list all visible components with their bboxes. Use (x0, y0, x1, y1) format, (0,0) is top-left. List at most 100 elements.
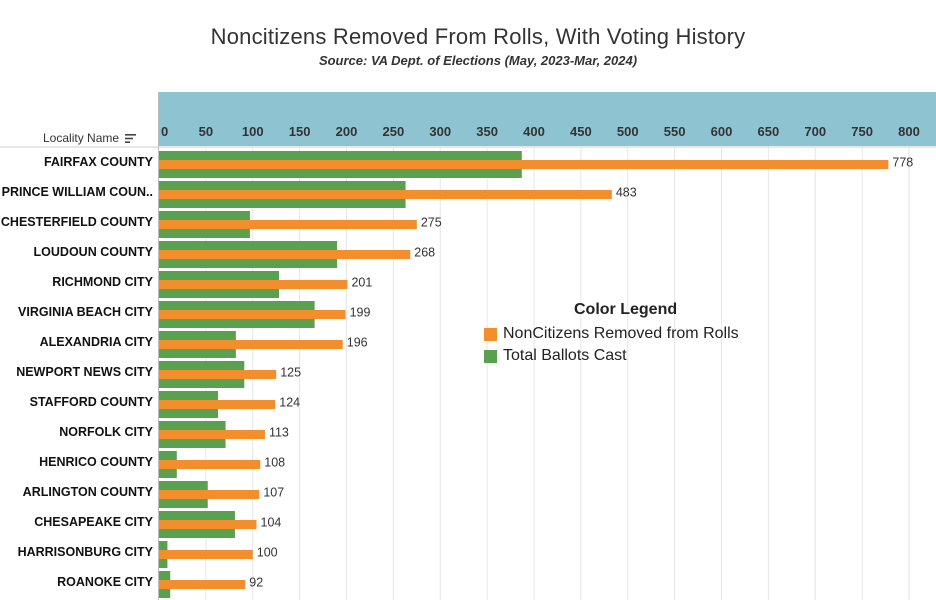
x-tick-label: 200 (336, 124, 358, 139)
bar-ballots (159, 511, 235, 520)
legend-label-removed: NonCitizens Removed from Rolls (503, 325, 739, 342)
category-label: FAIRFAX COUNTY (44, 155, 154, 169)
category-label: HARRISONBURG CITY (18, 545, 154, 559)
bar-ballots (159, 541, 168, 550)
x-tick-label: 550 (664, 124, 686, 139)
row-header-label: Locality Name (43, 131, 120, 145)
category-label: CHESTERFIELD COUNTY (1, 215, 154, 229)
bar-ballots (159, 349, 236, 358)
data-label: 107 (263, 486, 284, 500)
category-label: CHESAPEAKE CITY (34, 515, 153, 529)
data-label: 275 (421, 216, 442, 230)
x-tick-label: 600 (711, 124, 733, 139)
bar-ballots (159, 361, 245, 370)
x-tick-label: 0 (161, 124, 168, 139)
bar-removed (159, 160, 889, 169)
bar-ballots (159, 241, 338, 250)
bar-ballots (159, 169, 522, 178)
bar-ballots (159, 589, 171, 598)
bar-removed (159, 310, 346, 319)
legend-label-ballots: Total Ballots Cast (503, 347, 627, 364)
bar-removed (159, 250, 411, 259)
bar-ballots (159, 229, 250, 238)
category-label: LOUDOUN COUNTY (34, 245, 154, 259)
data-label: 100 (257, 546, 278, 560)
legend-swatch-removed (484, 327, 497, 341)
x-axis-band (159, 92, 936, 146)
bar-ballots (159, 391, 219, 400)
category-label: NORFOLK CITY (59, 425, 153, 439)
legend-item-ballots[interactable]: Total Ballots Cast (484, 345, 739, 367)
x-tick-label: 800 (898, 124, 920, 139)
data-label: 778 (892, 156, 913, 170)
data-label: 113 (269, 426, 289, 440)
data-label: 104 (261, 516, 282, 530)
x-tick-label: 350 (476, 124, 498, 139)
data-label: 268 (414, 246, 435, 260)
x-tick-label: 750 (851, 124, 873, 139)
bar-ballots (159, 559, 168, 568)
bar-ballots (159, 301, 315, 310)
row-header[interactable]: Locality Name (43, 131, 137, 146)
bar-ballots (159, 481, 208, 490)
category-label: STAFFORD COUNTY (30, 395, 154, 409)
bar-removed (159, 520, 257, 529)
data-label: 125 (280, 366, 301, 380)
x-tick-label: 650 (758, 124, 780, 139)
category-label: RICHMOND CITY (52, 275, 153, 289)
bar-ballots (159, 319, 315, 328)
bar-ballots (159, 331, 236, 340)
bar-ballots (159, 151, 522, 160)
x-tick-label: 300 (429, 124, 451, 139)
legend-swatch-ballots (484, 349, 497, 363)
data-label: 201 (351, 276, 372, 290)
bar-ballots (159, 451, 177, 460)
data-label: 196 (347, 336, 368, 350)
category-label: ROANOKE CITY (57, 575, 154, 589)
category-label: PRINCE WILLIAM COUN.. (2, 185, 153, 199)
legend-item-removed[interactable]: NonCitizens Removed from Rolls (484, 323, 739, 345)
bar-ballots (159, 469, 177, 478)
category-label: NEWPORT NEWS CITY (16, 365, 153, 379)
bar-ballots (159, 529, 235, 538)
category-label: VIRGINIA BEACH CITY (18, 305, 154, 319)
bar-ballots (159, 289, 279, 298)
x-tick-label: 400 (523, 124, 545, 139)
bar-removed (159, 430, 265, 439)
data-label: 92 (249, 576, 263, 590)
category-label: ARLINGTON COUNTY (23, 485, 154, 499)
bar-removed (159, 490, 260, 499)
x-tick-label: 50 (199, 124, 213, 139)
bar-ballots (159, 499, 208, 508)
color-legend: Color Legend NonCitizens Removed from Ro… (484, 301, 739, 367)
chart-subtitle: Source: VA Dept. of Elections (May, 2023… (318, 53, 638, 68)
legend-title: Color Legend (574, 301, 678, 318)
data-label: 199 (350, 306, 371, 320)
category-label: ALEXANDRIA CITY (40, 335, 154, 349)
data-label: 124 (279, 396, 300, 410)
bar-removed (159, 550, 253, 559)
bar-removed (159, 190, 612, 199)
x-tick-label: 500 (617, 124, 639, 139)
bar-ballots (159, 259, 338, 268)
bar-removed (159, 400, 276, 409)
bar-removed (159, 280, 348, 289)
bar-ballots (159, 409, 219, 418)
bar-ballots (159, 271, 279, 280)
x-tick-label: 450 (570, 124, 592, 139)
bar-removed (159, 580, 246, 589)
bar-removed (159, 460, 261, 469)
x-tick-label: 250 (383, 124, 405, 139)
data-label: 483 (616, 186, 637, 200)
x-tick-label: 700 (804, 124, 826, 139)
bar-removed (159, 220, 417, 229)
x-tick-label: 150 (289, 124, 311, 139)
bar-ballots (159, 181, 406, 190)
category-label: HENRICO COUNTY (39, 455, 154, 469)
bar-removed (159, 370, 277, 379)
data-label: 108 (264, 456, 285, 470)
sort-icon[interactable] (125, 132, 137, 146)
chart-title: Noncitizens Removed From Rolls, With Vot… (210, 24, 746, 49)
bar-ballots (159, 571, 171, 580)
